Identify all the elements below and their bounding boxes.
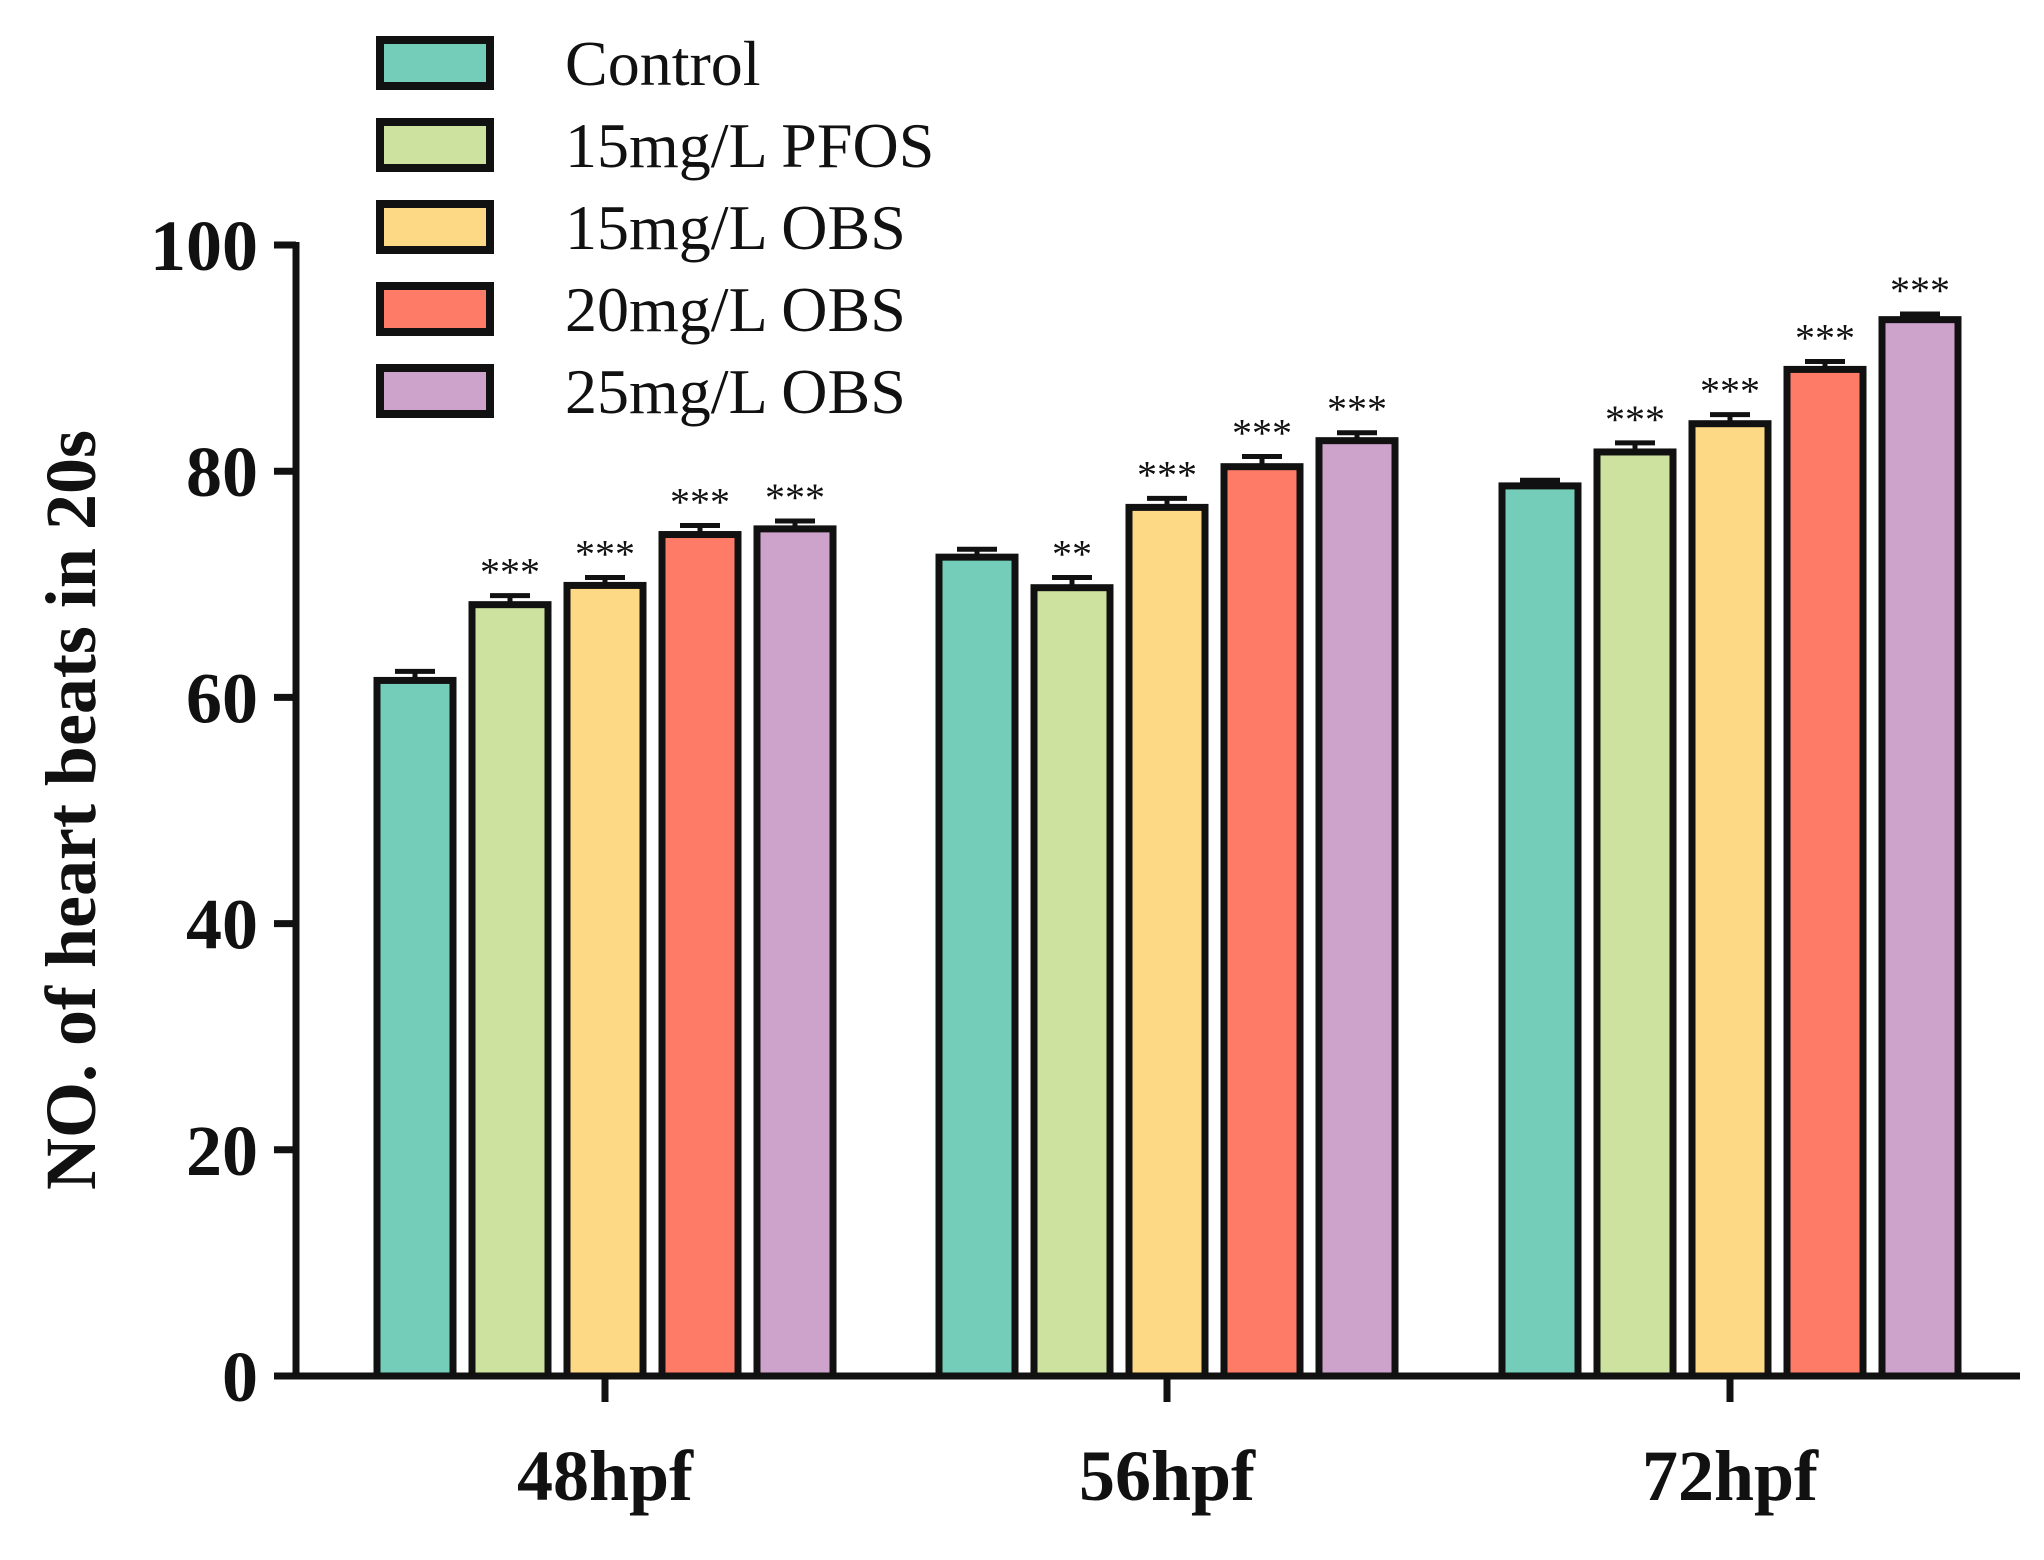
bar-15mg-l-pfos-72hpf xyxy=(1593,448,1677,1380)
significance-label: *** xyxy=(1232,410,1292,455)
significance-label: *** xyxy=(1700,369,1760,414)
bar-25mg-l-obs-48hpf xyxy=(753,525,837,1380)
bar-20mg-l-obs-72hpf xyxy=(1783,365,1867,1380)
significance-label: *** xyxy=(1795,315,1855,360)
significance-label: *** xyxy=(1327,387,1387,432)
significance-label: *** xyxy=(1137,452,1197,497)
significance-label: *** xyxy=(575,532,635,577)
significance-label: *** xyxy=(1890,268,1950,313)
bar-control-56hpf xyxy=(935,553,1019,1380)
bar-15mg-l-pfos-48hpf xyxy=(468,601,552,1380)
legend-label: 15mg/L OBS xyxy=(565,192,906,263)
significance-label: ** xyxy=(1052,532,1092,577)
bar-15mg-l-obs-48hpf xyxy=(563,581,647,1380)
y-tick-label: 100 xyxy=(150,206,258,286)
y-tick-label: 60 xyxy=(186,658,258,738)
legend-swatch xyxy=(376,200,494,254)
legend-label: 15mg/L PFOS xyxy=(565,110,934,181)
significance-label: *** xyxy=(480,550,540,595)
y-tick-label: 20 xyxy=(186,1111,258,1191)
legend-label: 25mg/L OBS xyxy=(565,356,906,427)
axes: 0 20 40 60 80 100 48hpf 56hpf 72hpf xyxy=(150,206,2020,1516)
legend-swatch xyxy=(376,364,494,418)
y-tick-label: 0 xyxy=(222,1337,258,1417)
legend-label: 20mg/L OBS xyxy=(565,274,906,345)
x-category-label: 56hpf xyxy=(1079,1436,1256,1516)
bar-control-72hpf xyxy=(1498,482,1582,1380)
legend: Control 15mg/L PFOS 15mg/L OBS 20mg/L OBS 25… xyxy=(376,28,934,427)
significance-label: *** xyxy=(670,479,730,524)
bar-15mg-l-pfos-56hpf xyxy=(1030,584,1114,1380)
legend-swatch xyxy=(376,36,494,90)
bars: *** ******************************** xyxy=(373,268,1962,1380)
bar-25mg-l-obs-72hpf xyxy=(1878,316,1962,1380)
legend-swatch xyxy=(376,118,494,172)
y-axis-label-group: NO. of heart beats in 20s xyxy=(31,430,111,1190)
x-category-label: 72hpf xyxy=(1642,1436,1819,1516)
legend-label: Control xyxy=(565,28,761,99)
significance-label: *** xyxy=(765,475,825,520)
bar-20mg-l-obs-56hpf xyxy=(1220,463,1304,1380)
bar-15mg-l-obs-72hpf xyxy=(1688,420,1772,1380)
bar-control-48hpf xyxy=(373,676,457,1380)
significance-label: *** xyxy=(1605,397,1665,442)
y-tick-label: 40 xyxy=(186,885,258,965)
bar-25mg-l-obs-56hpf xyxy=(1315,437,1399,1380)
y-axis-label: NO. of heart beats in 20s xyxy=(31,430,111,1190)
bar-20mg-l-obs-48hpf xyxy=(658,531,742,1380)
bar-15mg-l-obs-56hpf xyxy=(1125,503,1209,1380)
legend-swatch xyxy=(376,282,494,336)
y-tick-label: 80 xyxy=(186,432,258,512)
x-category-label: 48hpf xyxy=(517,1436,694,1516)
